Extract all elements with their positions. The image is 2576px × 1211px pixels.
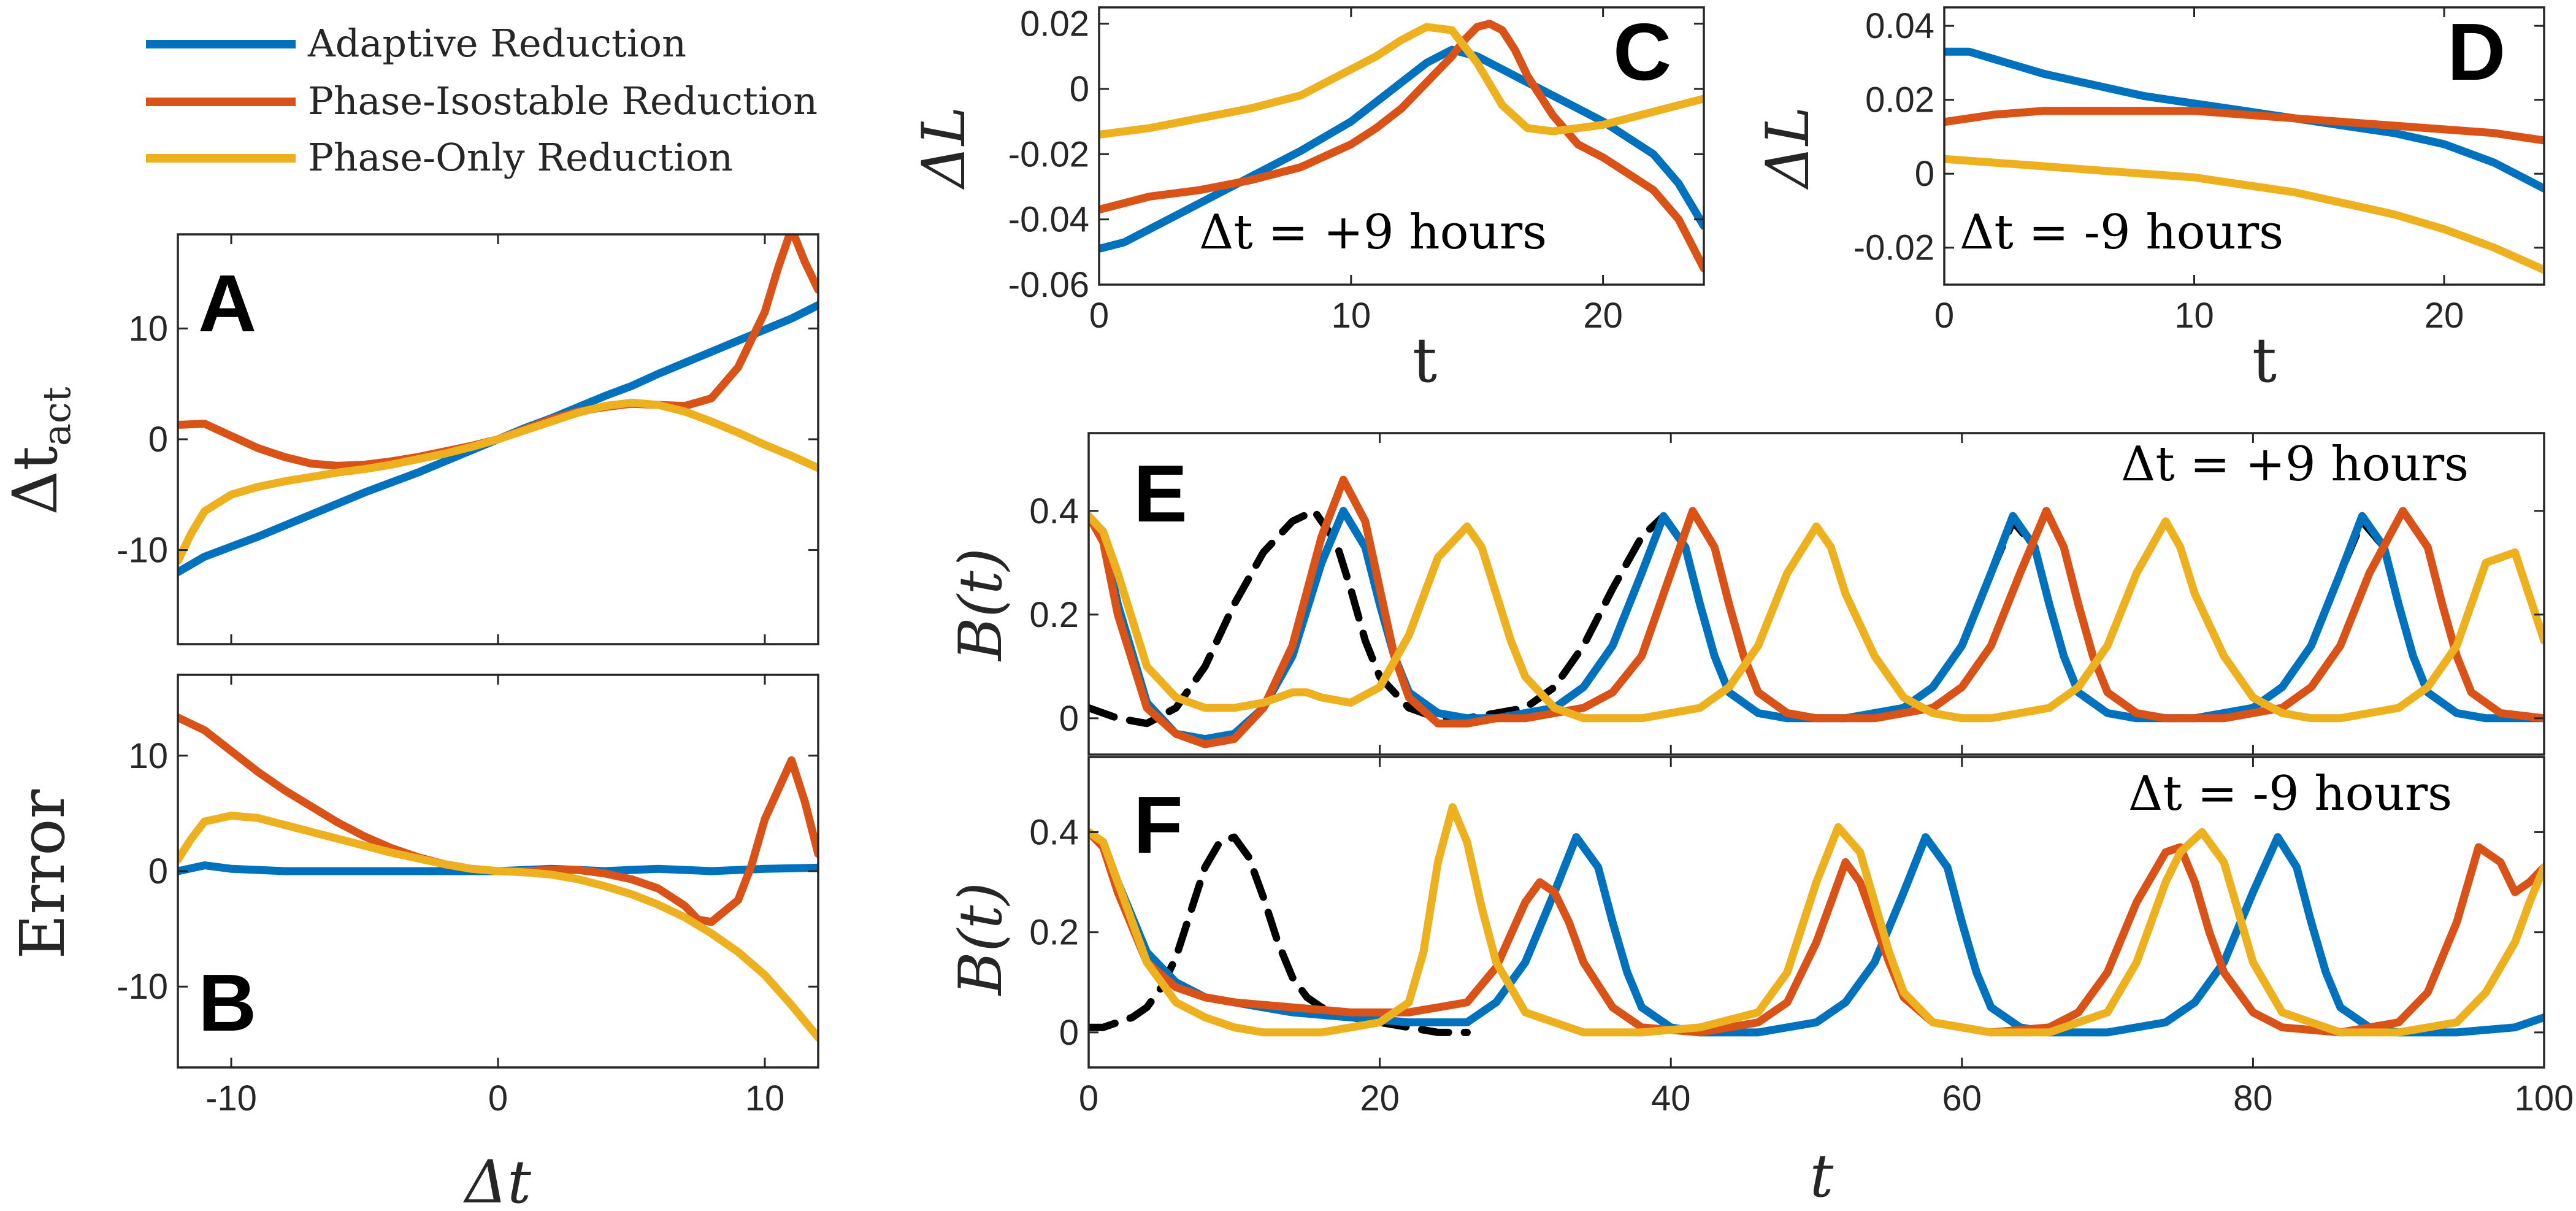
xtick-label-b: 0	[488, 1078, 508, 1118]
legend-label-phase-isostable: Phase-Isostable Reduction	[308, 79, 818, 123]
panel-d-ylabel: ΔL	[1754, 106, 1822, 190]
axes-frame-c	[1098, 6, 1705, 286]
legend-label-phase-only: Phase-Only Reduction	[308, 135, 733, 180]
ytick-label-f: 0.4	[1029, 812, 1079, 852]
ytick-label-b: 0	[148, 852, 168, 891]
axes-frame-f	[1087, 756, 2545, 1069]
xtick-label-b: 10	[745, 1078, 785, 1118]
ytick-label-c: -0.04	[1008, 200, 1089, 240]
series-phase-only-b	[178, 812, 818, 1042]
ytick-label-b: 10	[128, 736, 168, 776]
series-group-b	[178, 713, 818, 1042]
ytick-label-e: 0.4	[1029, 491, 1079, 531]
ytick-label-c: 0.02	[1020, 4, 1089, 44]
ytick-label-a: 0	[148, 420, 168, 459]
series-phase-only-c	[1099, 23, 1704, 139]
series-adaptive-c	[1099, 45, 1704, 253]
series-adaptive-e	[1089, 507, 2544, 744]
panel-e-ylabel: B(t)	[946, 548, 1015, 662]
xtick-label-c: 10	[1332, 296, 1371, 336]
xtick-label-c: 20	[1583, 296, 1623, 336]
series-phase-isostable-f	[1089, 828, 2544, 1037]
panel-f-xlabel: t	[1810, 1142, 1834, 1210]
plot-area-c: -0.06 -0.04 -0.02 0 0.02 0 10 20	[1008, 4, 1705, 336]
ytick-label-e: 0	[1059, 699, 1079, 739]
plot-area-e: 0 0.2 0.4	[1029, 432, 2545, 756]
xtick-label-f: 40	[1651, 1078, 1691, 1118]
series-phase-only-f	[1089, 803, 2544, 1037]
panel-f: 0 0.2 0.4 0 20 40 60 80 100 F Δt = -9 hours B(t)…	[946, 756, 2574, 1210]
ytick-label-a: 10	[128, 309, 168, 348]
panel-e-annotation: Δt = +9 hours	[2121, 437, 2469, 492]
xtick-label-d: 20	[2425, 296, 2464, 336]
series-adaptive-d	[1944, 47, 2544, 193]
panel-f-ylabel: B(t)	[946, 882, 1015, 996]
ytick-label-d: 0	[1915, 154, 1934, 194]
ytick-label-c: 0	[1070, 69, 1089, 109]
legend: Adaptive Reduction Phase-Isostable Reduc…	[146, 21, 818, 180]
ytick-label-c: -0.06	[1008, 265, 1089, 305]
series-group-c	[1099, 20, 1704, 272]
ytick-label-d: 0.04	[1865, 6, 1934, 46]
axes-frame-d	[1943, 6, 2545, 286]
ytick-label-f: 0	[1059, 1013, 1079, 1053]
panel-c: -0.06 -0.04 -0.02 0 0.02 0 10 20 C Δt = +9 hour…	[910, 4, 1705, 396]
panel-a-letter: A	[198, 258, 256, 348]
xtick-label-c: 0	[1089, 296, 1109, 336]
series-phase-isostable-d	[1944, 107, 2544, 145]
plot-area-f: 0 0.2 0.4 0 20 40 60 80 100	[1029, 756, 2574, 1118]
panel-d-annotation: Δt = -9 hours	[1960, 205, 2283, 260]
ytick-label-e: 0.2	[1029, 595, 1079, 635]
series-phase-isostable-c	[1099, 20, 1704, 272]
ytick-label-c: -0.02	[1008, 134, 1089, 174]
axes-frame-e	[1087, 432, 2545, 756]
plot-area-a: -10 0 10	[117, 233, 819, 645]
plot-area-b: -10 0 10 -10 0 10	[117, 674, 819, 1118]
series-group-f	[1089, 803, 2544, 1037]
xtick-label-f: 80	[2233, 1078, 2273, 1118]
xtick-label-f: 20	[1360, 1078, 1400, 1118]
ytick-label-d: -0.02	[1853, 228, 1934, 268]
xtick-label-b: -10	[205, 1078, 257, 1118]
panel-b-xlabel: Δt	[462, 1148, 531, 1211]
xtick-label-f: 60	[1942, 1078, 1982, 1118]
series-phase-only-e	[1089, 512, 2544, 723]
panel-d-xlabel: t	[2252, 325, 2277, 396]
panel-c-letter: C	[1613, 7, 1671, 97]
panel-e: 0 0.2 0.4 E Δt = +9 hours B(t)	[946, 432, 2545, 756]
panel-f-letter: F	[1133, 780, 1183, 870]
ytick-label-f: 0.2	[1029, 913, 1079, 953]
panel-b: -10 0 10 -10 0 10 B Error Δt	[7, 674, 819, 1211]
series-phase-only-a	[178, 398, 818, 566]
xtick-label-d: 10	[2174, 296, 2214, 336]
panel-c-annotation: Δt = +9 hours	[1199, 205, 1547, 260]
panel-b-letter: B	[198, 958, 256, 1048]
series-group-a	[178, 234, 818, 577]
ytick-label-a: -10	[117, 531, 168, 571]
panel-a: -10 0 10 A Δtact	[0, 233, 819, 645]
panel-d-letter: D	[2447, 7, 2505, 97]
panel-a-ylabel: Δtact	[0, 386, 79, 515]
series-group-e	[1089, 475, 2544, 748]
series-adaptive-f	[1089, 828, 2544, 1037]
panel-b-ylabel: Error	[7, 790, 79, 959]
panel-c-xlabel: t	[1413, 325, 1437, 396]
panel-c-ylabel: ΔL	[910, 106, 978, 190]
panel-f-annotation: Δt = -9 hours	[2128, 766, 2452, 821]
series-phase-isostable-e	[1089, 475, 2544, 748]
series-phase-only-d	[1944, 155, 2544, 274]
legend-label-adaptive: Adaptive Reduction	[307, 21, 686, 66]
series-group-d	[1944, 47, 2544, 274]
xtick-label-f: 100	[2515, 1078, 2574, 1118]
ytick-label-b: -10	[117, 967, 168, 1007]
xtick-label-d: 0	[1934, 296, 1954, 336]
panel-e-letter: E	[1133, 448, 1187, 539]
ytick-label-d: 0.02	[1865, 80, 1934, 120]
xtick-label-f: 0	[1079, 1078, 1098, 1118]
